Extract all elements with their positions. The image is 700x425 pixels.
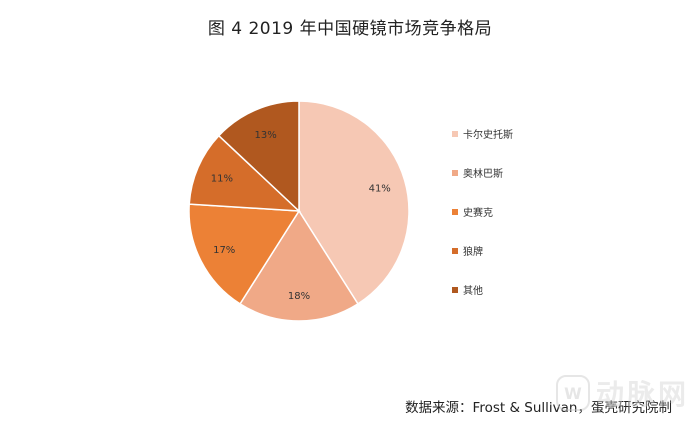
pie-slice-2 bbox=[188, 203, 301, 305]
legend-swatch-2 bbox=[452, 208, 458, 215]
legend-swatch-3 bbox=[452, 247, 458, 254]
legend-item-2: 史赛克 bbox=[452, 205, 513, 219]
watermark-logo-icon: W bbox=[556, 375, 590, 411]
chart-title: 图 4 2019 年中国硬镜市场竞争格局 bbox=[207, 19, 493, 39]
legend: 卡尔史托斯 奥林巴斯 史赛克 狼牌 其他 bbox=[452, 127, 513, 322]
legend-label-3: 狼牌 bbox=[463, 247, 483, 258]
pie-data-label-0: 41% bbox=[369, 184, 391, 195]
pie-slice-3 bbox=[188, 134, 302, 212]
legend-swatch-1 bbox=[452, 169, 458, 176]
legend-label-0: 卡尔史托斯 bbox=[463, 130, 513, 141]
pie-data-label-1: 18% bbox=[288, 291, 310, 302]
pie-slice-1 bbox=[239, 209, 359, 322]
source-note: 数据来源：Frost & Sullivan，蛋壳研究院制 bbox=[405, 400, 672, 416]
pie-data-label-3: 11% bbox=[211, 174, 233, 185]
legend-swatch-4 bbox=[452, 286, 458, 293]
watermark-text: 动脉网 bbox=[596, 378, 690, 411]
legend-item-0: 卡尔史托斯 bbox=[452, 127, 513, 141]
legend-item-3: 狼牌 bbox=[452, 244, 513, 258]
legend-item-4: 其他 bbox=[452, 283, 513, 297]
pie-data-label-4: 13% bbox=[254, 130, 276, 141]
watermark: W 动脉网 bbox=[556, 373, 689, 413]
pie-data-label-2: 17% bbox=[213, 245, 235, 256]
legend-label-4: 其他 bbox=[463, 286, 483, 297]
legend-label-2: 史赛克 bbox=[463, 208, 493, 219]
legend-item-1: 奥林巴斯 bbox=[452, 166, 513, 180]
pie-slice-4 bbox=[217, 100, 300, 213]
legend-swatch-0 bbox=[452, 130, 458, 137]
legend-label-1: 奥林巴斯 bbox=[463, 169, 503, 180]
